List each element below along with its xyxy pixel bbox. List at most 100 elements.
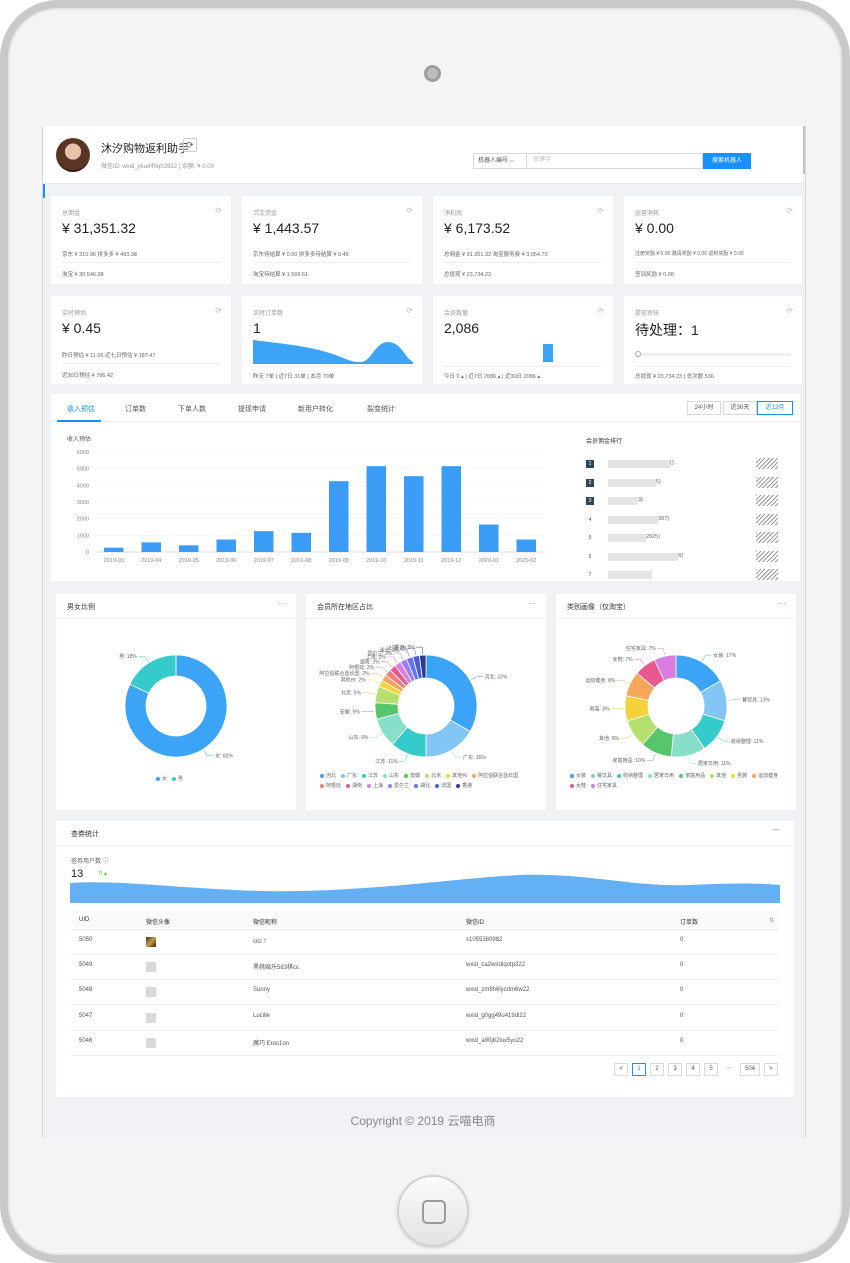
prev-page-button[interactable]: < bbox=[614, 1063, 628, 1076]
refresh-icon[interactable]: ⟳ bbox=[786, 206, 793, 215]
legend-item[interactable]: 爱尔兰 bbox=[388, 781, 409, 791]
ranking-row[interactable]: 4 337) bbox=[586, 513, 791, 526]
bar[interactable] bbox=[404, 476, 424, 552]
tab-new-user-conversion[interactable]: 新用户转化 bbox=[298, 406, 333, 413]
legend-item[interactable]: 餐饮具 bbox=[591, 771, 612, 781]
bar[interactable] bbox=[179, 545, 199, 552]
search-input[interactable]: 关键字 bbox=[527, 153, 703, 169]
pie-slice[interactable] bbox=[129, 654, 177, 694]
legend-item[interactable]: 其他 bbox=[710, 771, 726, 781]
col-nickname[interactable]: 微信昵称 bbox=[253, 920, 278, 926]
tab-orders[interactable]: 订单数 bbox=[125, 406, 146, 413]
page-ellipsis[interactable]: ··· bbox=[722, 1063, 736, 1076]
legend-item[interactable]: 其他州 bbox=[446, 771, 467, 781]
table-row[interactable]: 5048 Sunny wxid_zm8h6lycdm6w22 0 bbox=[71, 980, 779, 1006]
pie-slice[interactable] bbox=[124, 654, 228, 758]
more-icon[interactable]: ··· bbox=[778, 599, 786, 608]
legend-item[interactable]: 女装 bbox=[570, 771, 586, 781]
page-button[interactable]: 5 bbox=[704, 1063, 718, 1076]
ranking-row[interactable]: 5 2025) bbox=[586, 532, 791, 544]
home-button[interactable] bbox=[397, 1175, 469, 1247]
sort-icon[interactable]: ⇅ bbox=[769, 918, 775, 924]
refresh-icon[interactable]: ⟳ bbox=[597, 306, 604, 315]
bar[interactable] bbox=[516, 539, 537, 553]
col-orders[interactable]: 订单数 bbox=[680, 920, 699, 926]
next-page-button[interactable]: > bbox=[764, 1063, 778, 1076]
ranking-row[interactable]: 3 3) bbox=[586, 495, 791, 507]
legend-item[interactable]: 北京 bbox=[425, 771, 441, 781]
table-row[interactable]: 5047 Lucille wxid_g0gg49u419dl22 0 bbox=[71, 1006, 779, 1031]
refresh-icon[interactable]: ⟳ bbox=[215, 206, 222, 215]
legend-item[interactable]: 法国 bbox=[435, 781, 451, 791]
page-button[interactable]: 1 bbox=[632, 1063, 646, 1076]
legend-item[interactable]: 阿拉伯联合酋长国 bbox=[472, 771, 518, 781]
bar[interactable] bbox=[479, 524, 499, 553]
search-type-select[interactable]: 机器人编号 ⌵ bbox=[473, 153, 527, 169]
legend-item[interactable]: 安徽 bbox=[404, 771, 420, 781]
legend-item[interactable]: 收纳整理 bbox=[617, 771, 643, 781]
range-12m[interactable]: 近12月 bbox=[757, 401, 793, 415]
legend-item[interactable]: 运动健身 bbox=[752, 771, 778, 781]
bar[interactable] bbox=[104, 547, 124, 552]
legend-item[interactable]: 男装 bbox=[731, 771, 747, 781]
col-avatar[interactable]: 微信头像 bbox=[146, 920, 171, 926]
table-row[interactable]: 5049 黑桃娱乐583棋cc wxid_ca2wirdiqotp322 0 bbox=[71, 955, 779, 981]
pie-slice[interactable] bbox=[418, 654, 427, 679]
legend-item[interactable]: 湖北 bbox=[414, 781, 430, 791]
col-uid[interactable]: UID bbox=[79, 917, 90, 923]
more-icon[interactable]: ··· bbox=[528, 599, 536, 608]
legend-item[interactable]: 江苏 bbox=[362, 771, 378, 781]
avatar[interactable] bbox=[56, 138, 90, 172]
refresh-icon[interactable]: ⟳ bbox=[183, 138, 197, 152]
legend-item[interactable]: 阿根廷 bbox=[320, 781, 341, 791]
page-button[interactable]: 4 bbox=[686, 1063, 700, 1076]
tab-income-estimate[interactable]: 收入预估 bbox=[67, 406, 95, 413]
ranking-row[interactable]: 2 5) bbox=[586, 476, 791, 489]
range-24h[interactable]: 24小时 bbox=[687, 401, 721, 415]
bar[interactable] bbox=[366, 466, 387, 552]
progress-handle[interactable] bbox=[635, 351, 641, 357]
ranking-row[interactable]: 7 bbox=[586, 569, 791, 581]
refresh-icon[interactable]: ⟳ bbox=[406, 206, 413, 215]
pie-slice[interactable] bbox=[425, 654, 478, 733]
tab-fission-stats[interactable]: 裂变统计 bbox=[367, 406, 395, 413]
legend-item[interactable]: 湖南 bbox=[346, 781, 362, 791]
legend-item[interactable]: 河北 bbox=[320, 771, 336, 781]
legend-item[interactable]: 上海 bbox=[367, 781, 383, 791]
ranking-row[interactable]: 1 () bbox=[586, 458, 791, 470]
last-page-button[interactable]: 504 bbox=[740, 1063, 760, 1076]
legend-item[interactable]: 香港 bbox=[456, 781, 472, 791]
refresh-icon[interactable]: ⟳ bbox=[597, 206, 604, 215]
legend-item[interactable]: 住宅家具 bbox=[591, 781, 617, 791]
bar[interactable] bbox=[441, 466, 462, 552]
bar[interactable] bbox=[254, 531, 274, 552]
table-row[interactable]: 5046 魔巧 Eros1on wxid_a90j82lux5yu22 0 bbox=[71, 1031, 779, 1056]
bar[interactable] bbox=[329, 481, 349, 552]
bar[interactable] bbox=[291, 532, 312, 552]
page-button[interactable]: 3 bbox=[668, 1063, 682, 1076]
search-robot-button[interactable]: 搜索机器人 bbox=[703, 153, 751, 169]
page-button[interactable]: 2 bbox=[650, 1063, 664, 1076]
more-icon[interactable]: ··· bbox=[278, 599, 286, 608]
legend-item[interactable]: 家庭用品 bbox=[679, 771, 705, 781]
pie-slice[interactable] bbox=[653, 654, 677, 682]
bar[interactable] bbox=[141, 542, 162, 552]
minimize-icon[interactable]: — bbox=[772, 825, 780, 834]
legend-item[interactable]: 女 bbox=[156, 774, 167, 784]
range-30d[interactable]: 近30天 bbox=[723, 401, 757, 415]
table-row[interactable]: 5050 cici 🡑 x1055380982 0 bbox=[71, 930, 779, 955]
bar[interactable] bbox=[216, 539, 237, 553]
legend-item[interactable]: 女鞋 bbox=[570, 781, 586, 791]
refresh-icon[interactable]: ⟳ bbox=[215, 306, 222, 315]
legend-item[interactable]: 男 bbox=[172, 774, 183, 784]
legend-item[interactable]: 广东 bbox=[341, 771, 357, 781]
refresh-icon[interactable]: ⟳ bbox=[406, 306, 413, 315]
col-wxid[interactable]: 微信ID bbox=[466, 920, 485, 926]
ranking-row[interactable]: 6 X) bbox=[586, 550, 791, 563]
refresh-icon[interactable]: ⟳ bbox=[786, 306, 793, 315]
legend-item[interactable]: 居家日用 bbox=[648, 771, 674, 781]
legend-item[interactable]: 山东 bbox=[383, 771, 399, 781]
tab-buyers[interactable]: 下单人数 bbox=[178, 406, 206, 413]
tab-withdrawals[interactable]: 提现申请 bbox=[238, 406, 266, 413]
stat-card-realtime-estimate: 实时预估 ⟳ ¥ 0.45 昨日预估 ¥ 11.06 近七日预估 ¥ 187.4… bbox=[51, 296, 231, 384]
